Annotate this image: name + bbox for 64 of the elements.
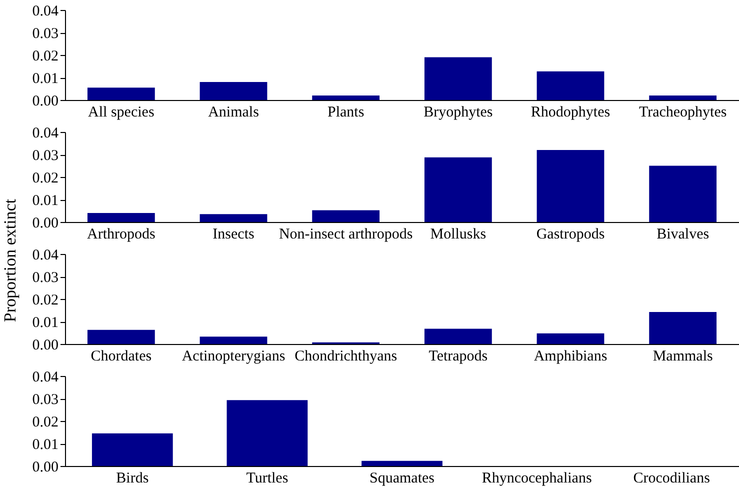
x-tick-label: Arthropods — [87, 226, 156, 242]
bar — [424, 157, 492, 222]
y-tick-label: 0.02 — [32, 48, 58, 64]
bar — [312, 96, 380, 100]
bar — [87, 213, 155, 222]
bar — [536, 333, 604, 344]
x-tick-label: Rhyncocephalians — [482, 470, 592, 486]
x-tick-label: Animals — [208, 104, 260, 120]
y-tick-label: 0.01 — [32, 193, 58, 209]
y-tick-label: 0.01 — [32, 315, 58, 331]
x-tick-label: Gastropods — [536, 226, 605, 242]
bar — [92, 433, 173, 466]
bar — [424, 328, 492, 344]
y-tick-label: 0.03 — [32, 392, 58, 408]
bar — [649, 312, 717, 344]
x-tick-label: Mammals — [652, 348, 713, 364]
y-tick-label: 0.02 — [32, 292, 58, 308]
y-tick-label: 0.03 — [32, 26, 58, 42]
bar — [312, 210, 380, 222]
y-tick-label: 0.02 — [32, 170, 58, 186]
x-tick-label: Amphibians — [534, 348, 608, 364]
x-tick-label: Non-insect arthropods — [278, 226, 413, 242]
x-tick-label: Rhodophytes — [530, 104, 610, 120]
bar — [200, 336, 268, 344]
bar — [200, 82, 268, 100]
x-tick-label: All species — [88, 104, 154, 120]
x-tick-label: Turtles — [246, 470, 288, 486]
y-tick-label: 0.00 — [32, 216, 58, 232]
y-tick-label: 0.04 — [32, 126, 59, 142]
x-tick-label: Bryophytes — [424, 104, 493, 120]
x-tick-label: Mollusks — [430, 226, 486, 242]
x-tick-label: Actinopterygians — [182, 348, 286, 364]
bar — [424, 57, 492, 100]
x-tick-label: Crocodilians — [633, 470, 710, 486]
y-tick-label: 0.00 — [32, 94, 58, 110]
y-tick-label: 0.01 — [32, 437, 58, 453]
bar — [649, 96, 717, 100]
y-tick-label: 0.02 — [32, 414, 58, 430]
bar — [536, 150, 604, 222]
x-tick-label: Chordates — [90, 348, 152, 364]
y-tick-label: 0.04 — [32, 248, 59, 264]
x-tick-label: Squamates — [370, 470, 435, 486]
x-tick-label: Chondrichthyans — [294, 348, 398, 364]
y-tick-label: 0.03 — [32, 270, 58, 286]
bar — [87, 330, 155, 344]
bar — [536, 71, 604, 100]
y-tick-label: 0.00 — [32, 338, 58, 354]
bar — [200, 214, 268, 222]
x-tick-label: Birds — [116, 470, 149, 486]
x-tick-label: Tetrapods — [428, 348, 488, 364]
y-axis-title: Proportion extinct — [0, 198, 20, 322]
bar — [649, 166, 717, 222]
y-tick-label: 0.04 — [32, 370, 59, 386]
y-tick-label: 0.03 — [32, 148, 58, 164]
bar — [226, 400, 308, 466]
y-tick-label: 0.00 — [32, 460, 58, 476]
x-tick-label: Insects — [212, 226, 254, 242]
y-tick-label: 0.01 — [32, 71, 58, 87]
x-tick-label: Bivalves — [656, 226, 710, 242]
bar — [362, 460, 442, 466]
x-tick-label: Plants — [327, 104, 364, 120]
y-tick-label: 0.04 — [32, 4, 59, 20]
x-tick-label: Tracheophytes — [638, 104, 727, 120]
bar — [87, 88, 155, 100]
